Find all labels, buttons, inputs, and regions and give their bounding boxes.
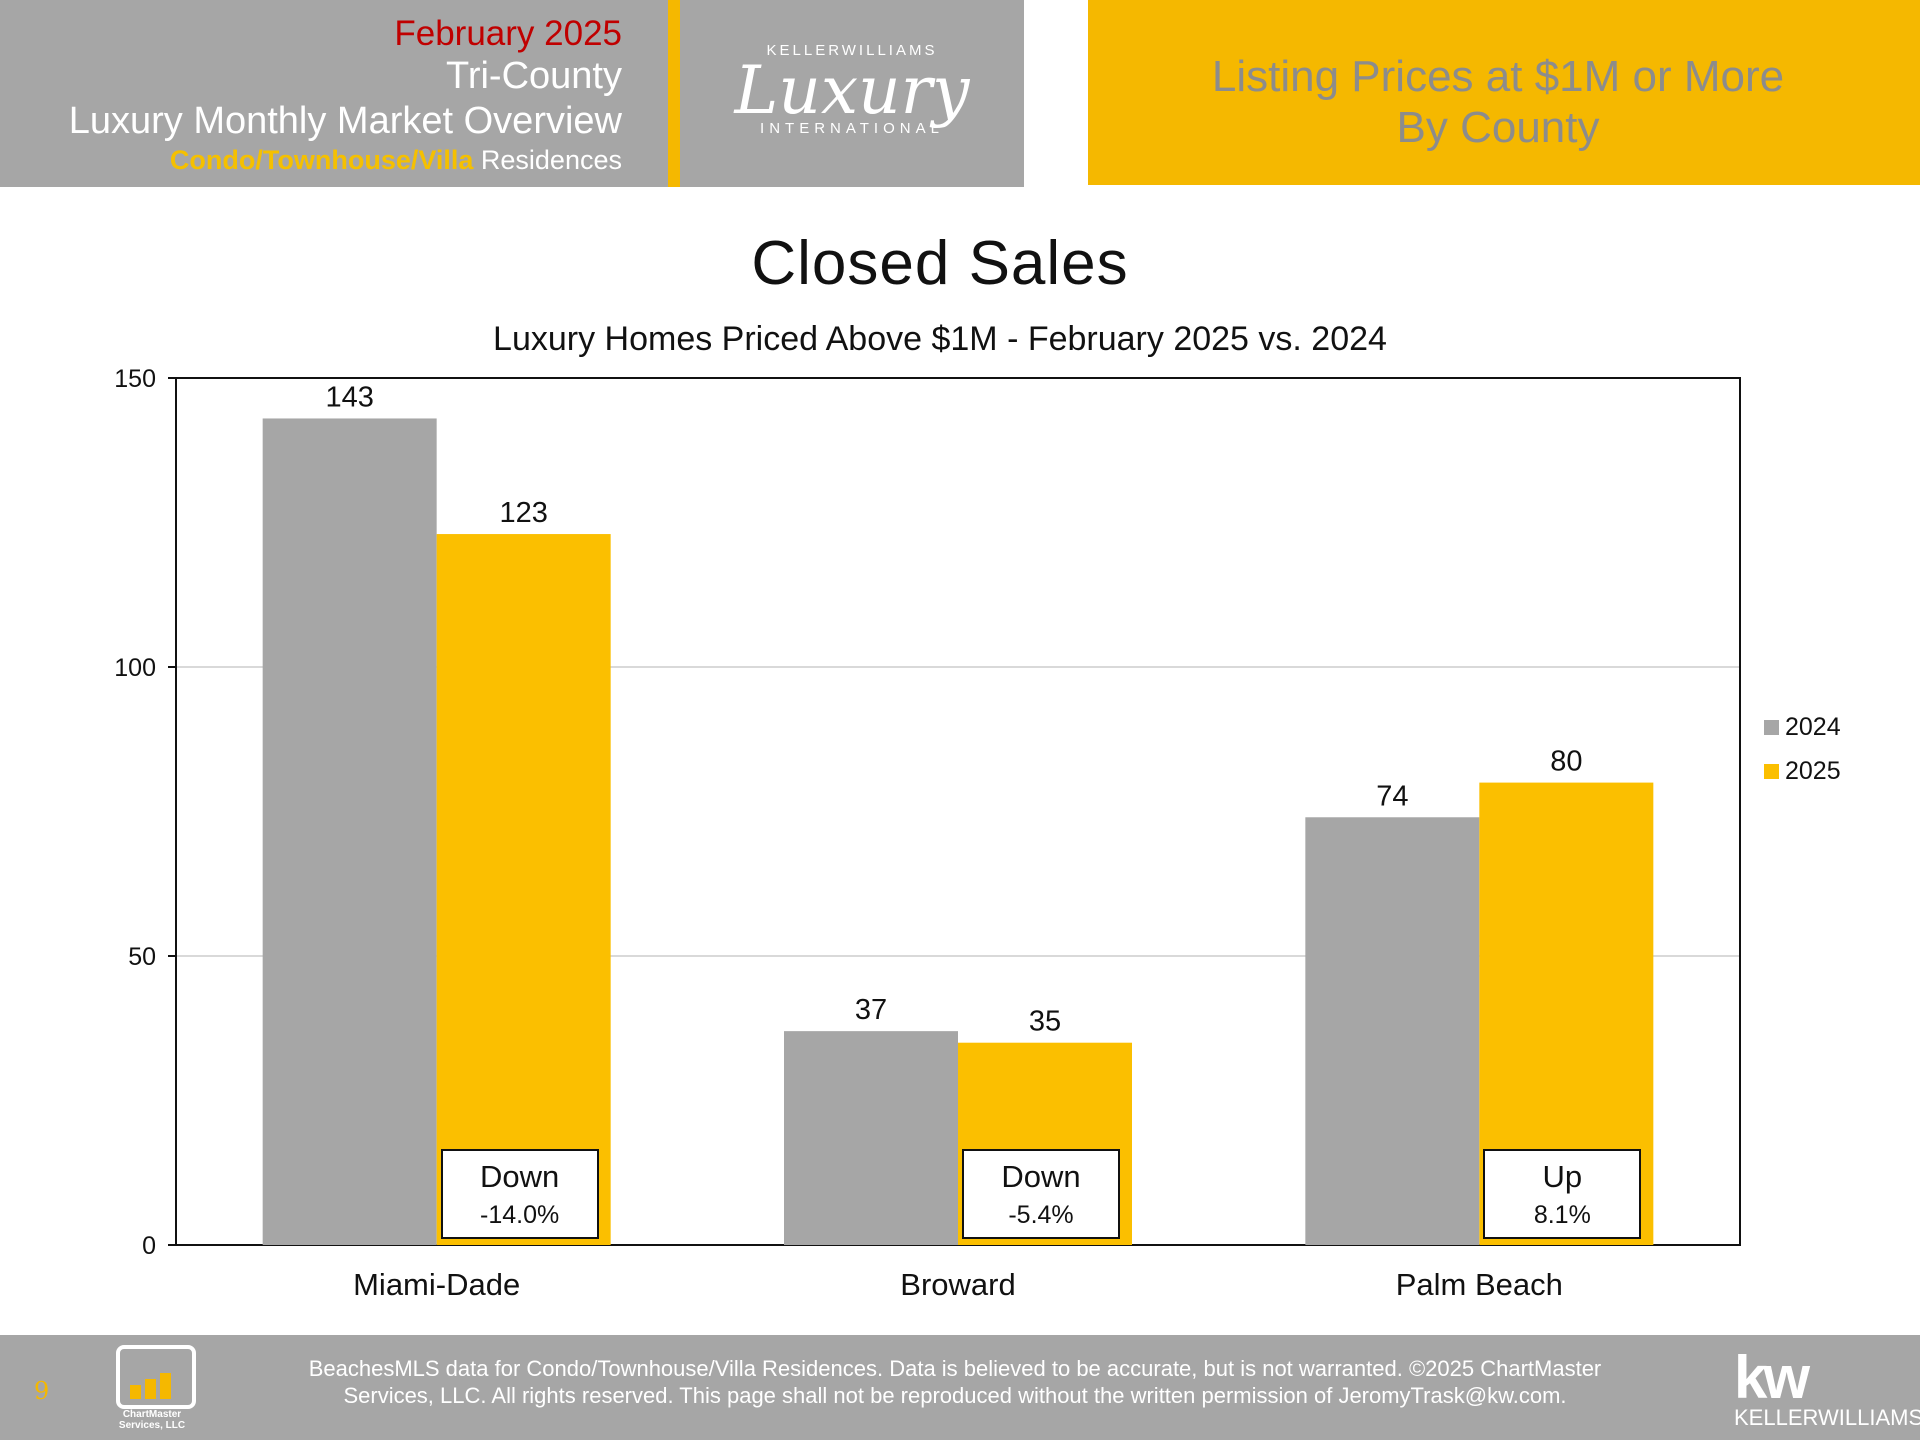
property-type: Condo/Townhouse/Villa xyxy=(169,145,474,175)
footer-disclaimer: BeachesMLS data for Condo/Townhouse/Vill… xyxy=(230,1355,1680,1409)
x-category-label: Broward xyxy=(900,1267,1015,1302)
data-label: 123 xyxy=(499,497,547,529)
footer: 9 ChartMaster Services, LLC BeachesMLS d… xyxy=(0,1335,1920,1440)
change-percent: -14.0% xyxy=(480,1201,560,1229)
bar-2024 xyxy=(262,418,437,1246)
bar-2025 xyxy=(436,534,611,1245)
chartmaster-logo-text: ChartMaster Services, LLC xyxy=(118,1409,186,1431)
kw-name: KELLERWILLIAMS. xyxy=(1734,1405,1920,1430)
report-date: February 2025 xyxy=(394,14,622,53)
chart-title: Closed Sales xyxy=(751,229,1129,298)
section-title-line1: Listing Prices at $1M or More xyxy=(1211,52,1785,101)
y-tick-label: 100 xyxy=(114,654,156,682)
logo-international-text: INTERNATIONAL xyxy=(760,120,944,137)
bar-2024 xyxy=(784,1031,958,1245)
data-label: 37 xyxy=(855,994,887,1026)
y-tick-label: 150 xyxy=(114,365,156,393)
data-label: 74 xyxy=(1376,780,1408,812)
legend-label: 2025 xyxy=(1785,757,1841,785)
footer-line1: BeachesMLS data for Condo/Townhouse/Vill… xyxy=(308,1356,1602,1381)
y-tick-label: 50 xyxy=(128,943,156,971)
page-number: 9 xyxy=(34,1377,50,1405)
change-direction: Up xyxy=(1542,1159,1583,1194)
closed-sales-bar-chart: 0 50 100 150 143 123 Miami-Dade 37 35 Broward 74 80… xyxy=(114,365,1841,1302)
legend-swatch-2024 xyxy=(1764,720,1779,735)
change-annotation-box: Down -14.0% xyxy=(440,1149,599,1239)
change-percent: -5.4% xyxy=(1008,1201,1074,1229)
data-label: 80 xyxy=(1550,746,1582,778)
header-divider-stripe xyxy=(668,0,680,187)
header-left-panel: February 2025 Tri-County Luxury Monthly … xyxy=(0,0,668,187)
data-label: 143 xyxy=(325,381,373,413)
kw-luxury-logo: KELLERWILLIAMS Luxury INTERNATIONAL xyxy=(680,0,1024,187)
section-title-line2: By County xyxy=(1396,103,1600,152)
logo-kellerwilliams-text: KELLERWILLIAMS xyxy=(766,42,938,59)
y-tick-label: 0 xyxy=(142,1232,156,1260)
legend-label: 2024 xyxy=(1785,713,1841,741)
report-region: Tri-County xyxy=(446,55,622,97)
change-percent: 8.1% xyxy=(1533,1201,1591,1229)
change-annotation-box: Up 8.1% xyxy=(1483,1149,1642,1239)
report-title: Luxury Monthly Market Overview xyxy=(68,100,622,142)
property-type-line: Condo/Townhouse/Villa Residences xyxy=(170,145,622,176)
logo-luxury-script: Luxury xyxy=(734,52,970,129)
change-direction: Down xyxy=(480,1159,560,1194)
change-annotation-box: Down -5.4% xyxy=(962,1149,1120,1239)
x-category-label: Palm Beach xyxy=(1396,1267,1563,1302)
footer-line2: Services, LLC. All rights reserved. This… xyxy=(343,1383,1567,1408)
legend-swatch-2025 xyxy=(1764,764,1779,779)
chart-subtitle: Luxury Homes Priced Above $1M - February… xyxy=(493,320,1387,358)
data-label: 35 xyxy=(1029,1006,1061,1038)
x-category-label: Miami-Dade xyxy=(353,1267,520,1302)
bar-2024 xyxy=(1305,817,1480,1245)
kw-logo: kw xyxy=(1734,1344,1810,1411)
header-right-panel: Listing Prices at $1M or More By County xyxy=(1088,0,1920,185)
change-direction: Down xyxy=(1001,1159,1081,1194)
property-suffix: Residences xyxy=(473,145,622,175)
chartmaster-logo-icon xyxy=(116,1345,196,1409)
